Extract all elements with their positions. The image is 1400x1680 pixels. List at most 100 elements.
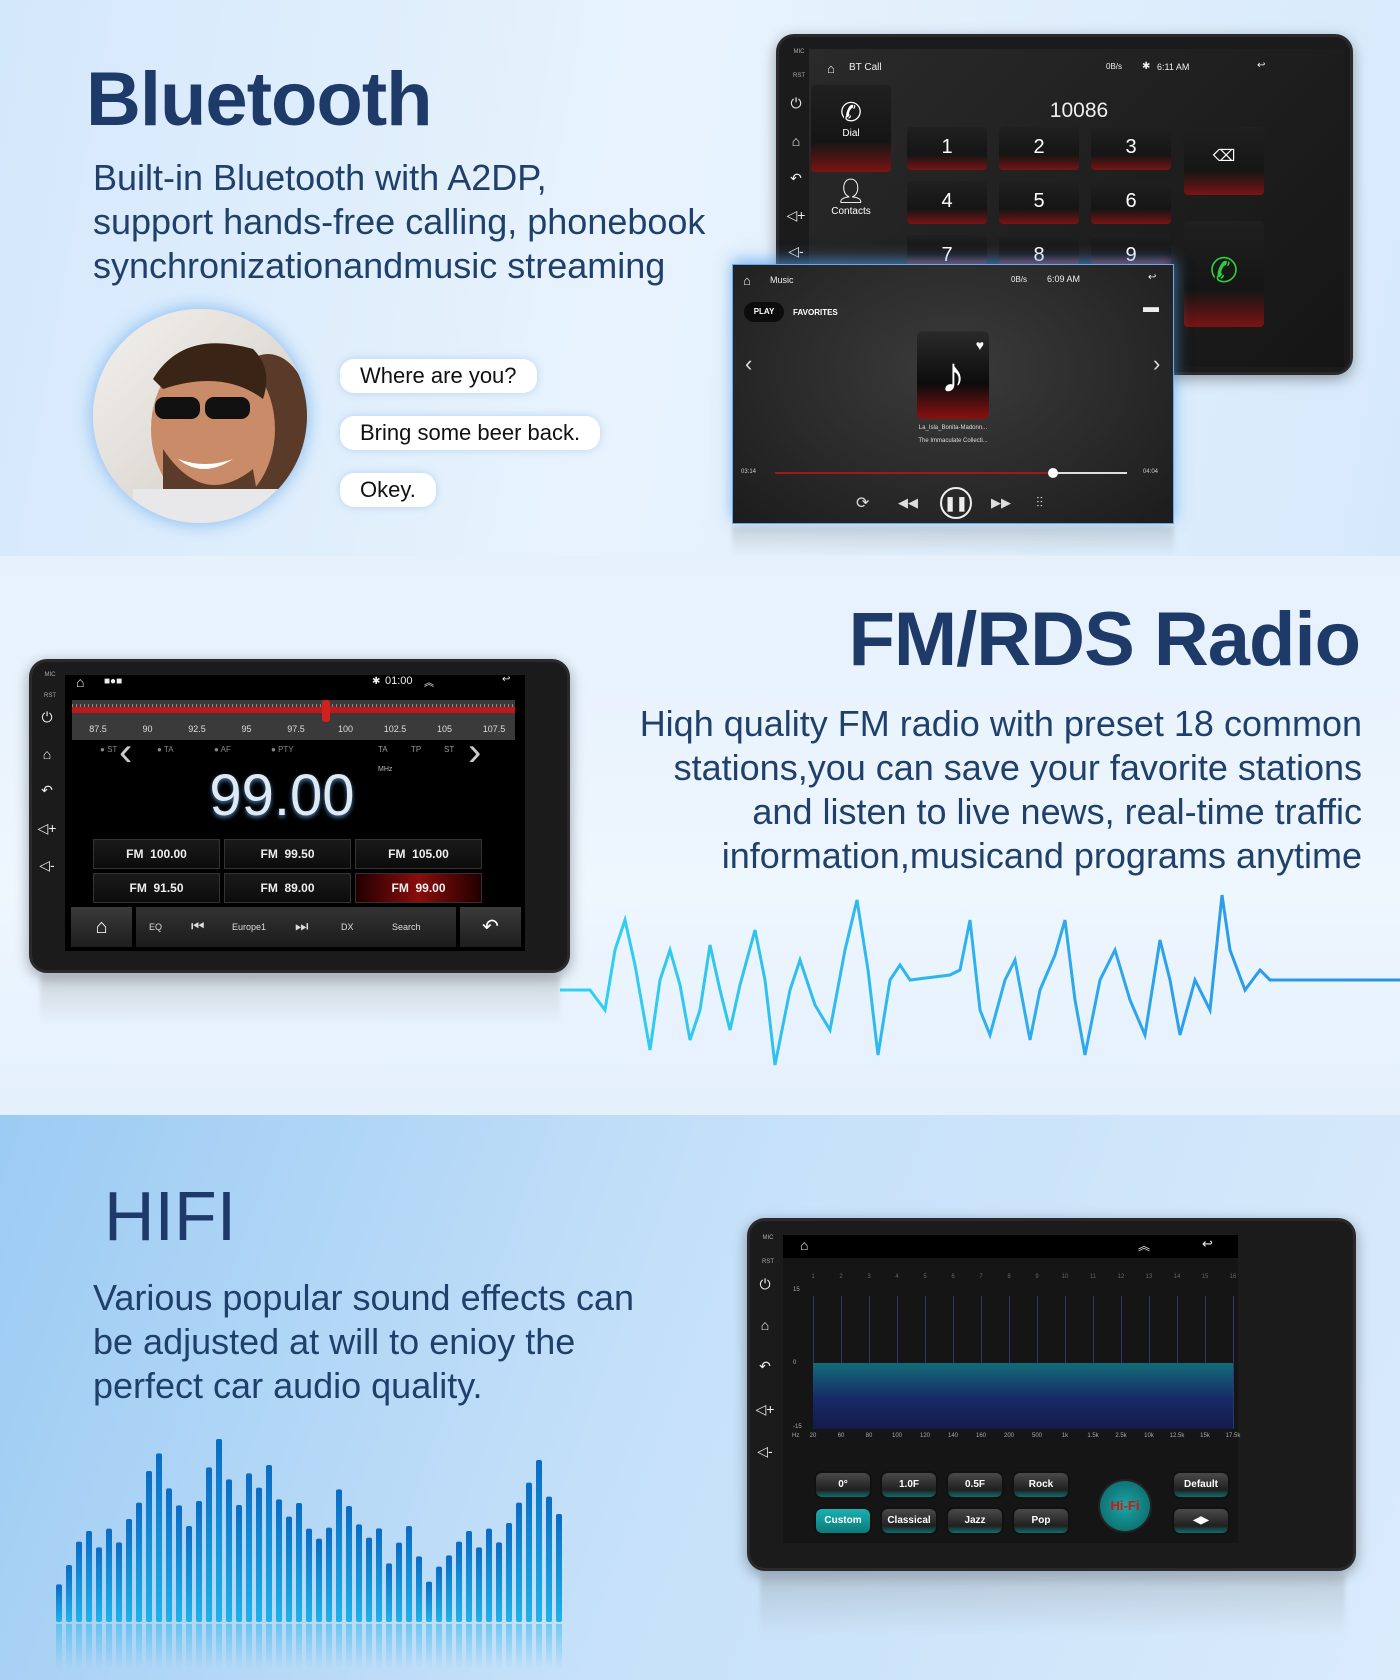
power-icon[interactable]: ⏻ [790, 95, 802, 111]
power-icon[interactable]: ⏻ [759, 1276, 771, 1292]
clock: 6:09 AM [1047, 274, 1081, 284]
tuner-scale[interactable]: 87.5 90 92.5 95 97.5 100 102.5 105 107.5 [72, 700, 515, 740]
default-button[interactable]: Default [1174, 1473, 1228, 1497]
waveform-graphic [560, 894, 1400, 1066]
preset-button[interactable]: FM 99.00 [355, 873, 482, 903]
key-6[interactable]: 6 [1091, 181, 1171, 224]
back-nav-icon[interactable]: ↩ [1257, 60, 1266, 71]
band-number: 1 [811, 1274, 815, 1280]
volume-down-icon[interactable]: ◁- [788, 243, 804, 259]
return-button[interactable]: ↶ [460, 907, 521, 947]
home-icon[interactable]: ⌂ [791, 133, 801, 149]
key-4[interactable]: 4 [907, 181, 987, 224]
search-button[interactable]: Search [392, 922, 421, 932]
tab-play[interactable]: PLAY [744, 302, 784, 322]
home-nav-icon[interactable]: ⌂ [800, 1237, 809, 1253]
album-art: ♪ ♥ [917, 331, 989, 419]
audio-bar [296, 1503, 302, 1622]
back-nav-icon[interactable]: ↩ [1202, 1236, 1213, 1251]
key-1[interactable]: 1 [907, 127, 987, 170]
next-track-arrow[interactable]: › [1153, 351, 1161, 376]
seek-back-icon[interactable]: ⏮ [191, 918, 205, 935]
heart-icon[interactable]: ♥ [975, 337, 984, 353]
mic-label: MIC [44, 672, 56, 678]
preset-button[interactable]: FM 91.50 [93, 873, 220, 903]
backspace-button[interactable]: ⌫ [1184, 127, 1264, 195]
scale-label: 92.5 [188, 724, 206, 734]
status-icons: ■●■ [104, 676, 123, 687]
audio-bar-reflection [96, 1624, 102, 1669]
eq-preset-button[interactable]: Pop [1014, 1509, 1068, 1533]
back-icon[interactable]: ↶ [759, 1358, 771, 1374]
key-5[interactable]: 5 [999, 181, 1079, 224]
repeat-icon[interactable]: ⟳ [856, 495, 870, 512]
back-nav-icon[interactable]: ↩ [502, 674, 511, 685]
back-icon[interactable]: ↶ [790, 170, 802, 186]
equalizer-icon[interactable]: ⫶⫶ [1036, 494, 1043, 510]
band-number: 13 [1145, 1274, 1153, 1280]
key-9[interactable]: 9 [1091, 235, 1171, 265]
eq-preset-button[interactable]: Classical [882, 1509, 936, 1533]
next-station-arrow[interactable]: › [468, 730, 482, 774]
power-icon[interactable]: ⏻ [41, 709, 53, 725]
preset-button[interactable]: FM 89.00 [224, 873, 351, 903]
seek-forward-icon[interactable]: ⏭ [295, 918, 309, 935]
expand-icon[interactable]: ︽ [424, 678, 434, 689]
contacts-tab[interactable]: 👤︎ Contacts [811, 177, 891, 217]
eq-preset-button[interactable]: Custom [816, 1509, 870, 1533]
band-number: 15 [1201, 1274, 1209, 1280]
tab-favorites[interactable]: FAVORITES [793, 308, 838, 317]
volume-down-icon[interactable]: ◁- [39, 857, 55, 873]
expand-icon[interactable]: ︽ [1138, 1239, 1151, 1253]
volume-down-icon[interactable]: ◁- [757, 1443, 773, 1459]
audio-bar-reflection [436, 1624, 442, 1669]
pause-button[interactable]: ❚❚ [940, 487, 972, 519]
freq-label: 20 [809, 1433, 817, 1439]
band-slider[interactable] [1233, 1296, 1234, 1429]
dx-button[interactable]: DX [341, 922, 354, 932]
home-nav-icon[interactable]: ⌂ [743, 273, 751, 288]
dial-tab[interactable]: ✆ Dial [811, 85, 891, 172]
audio-bar-reflection [326, 1624, 332, 1669]
eq-preset-button[interactable]: Rock [1014, 1473, 1068, 1497]
volume-up-icon[interactable]: ◁+ [755, 1401, 775, 1417]
volume-up-icon[interactable]: ◁+ [786, 207, 806, 223]
audio-bar-reflection [546, 1624, 552, 1669]
eq-preset-button[interactable]: 0° [816, 1473, 870, 1497]
folder-icon[interactable]: ▬ [1143, 299, 1159, 316]
preset-button[interactable]: FM 100.00 [93, 839, 220, 869]
key-2[interactable]: 2 [999, 127, 1079, 170]
audio-bar [106, 1528, 112, 1622]
back-icon[interactable]: ↶ [41, 782, 53, 798]
home-icon[interactable]: ⌂ [42, 746, 52, 762]
home-button[interactable]: ⌂ [71, 907, 132, 947]
home-icon[interactable]: ⌂ [760, 1317, 770, 1333]
key-3[interactable]: 3 [1091, 127, 1171, 170]
sound-field-button[interactable]: ◀▶ [1174, 1509, 1228, 1533]
key-8[interactable]: 8 [999, 235, 1079, 265]
eq-preset-button[interactable]: 1.0F [882, 1473, 936, 1497]
home-nav-icon[interactable]: ⌂ [76, 674, 85, 690]
prev-track-arrow[interactable]: ‹ [745, 351, 753, 376]
preset-button[interactable]: FM 105.00 [355, 839, 482, 869]
key-7[interactable]: 7 [907, 235, 987, 265]
call-button[interactable]: ✆ [1184, 221, 1264, 327]
tuner-knob[interactable] [321, 700, 330, 722]
preset-button[interactable]: FM 99.50 [224, 839, 351, 869]
freq-label: 2.5k [1115, 1433, 1127, 1439]
back-nav-icon[interactable]: ↩ [1148, 272, 1157, 283]
progress-knob[interactable] [1048, 468, 1059, 478]
audio-bar-reflection [456, 1624, 462, 1669]
eq-button[interactable]: EQ [149, 922, 163, 932]
fast-forward-icon[interactable]: ▶▶ [991, 495, 1011, 510]
volume-up-icon[interactable]: ◁+ [37, 820, 57, 836]
audio-bar-reflection [116, 1624, 122, 1669]
home-nav-icon[interactable]: ⌂ [827, 61, 835, 76]
audio-bar [466, 1531, 472, 1622]
eq-preset-button[interactable]: Jazz [948, 1509, 1002, 1533]
progress-slider[interactable] [775, 468, 1127, 478]
rewind-icon[interactable]: ◀◀ [898, 495, 918, 510]
hifi-logo-button[interactable]: Hi-Fi [1100, 1481, 1150, 1531]
eq-preset-button[interactable]: 0.5F [948, 1473, 1002, 1497]
prev-station-arrow[interactable]: ‹ [119, 730, 133, 774]
